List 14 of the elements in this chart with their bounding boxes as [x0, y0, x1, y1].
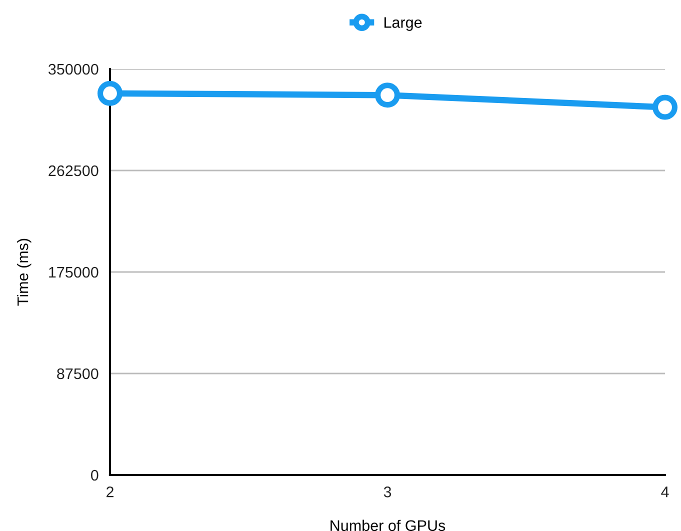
- y-tick-label: 0: [90, 470, 98, 481]
- y-tick-label: 175000: [49, 266, 98, 278]
- y-tick-label: 262500: [48, 165, 98, 176]
- legend-label: Large: [384, 17, 422, 31]
- x-axis-title: Number of GPUs: [330, 520, 446, 531]
- point: [652, 94, 678, 120]
- point: [98, 80, 122, 106]
- point: [375, 82, 400, 108]
- y-tick-label: 350000: [48, 64, 98, 75]
- x-tick-label: 2: [106, 486, 114, 498]
- y-axis-title: Time (ms): [17, 238, 32, 306]
- x-tick-label: 4: [661, 486, 669, 498]
- x-tick-label: 3: [384, 486, 392, 498]
- y-tick-label: 87500: [57, 368, 98, 380]
